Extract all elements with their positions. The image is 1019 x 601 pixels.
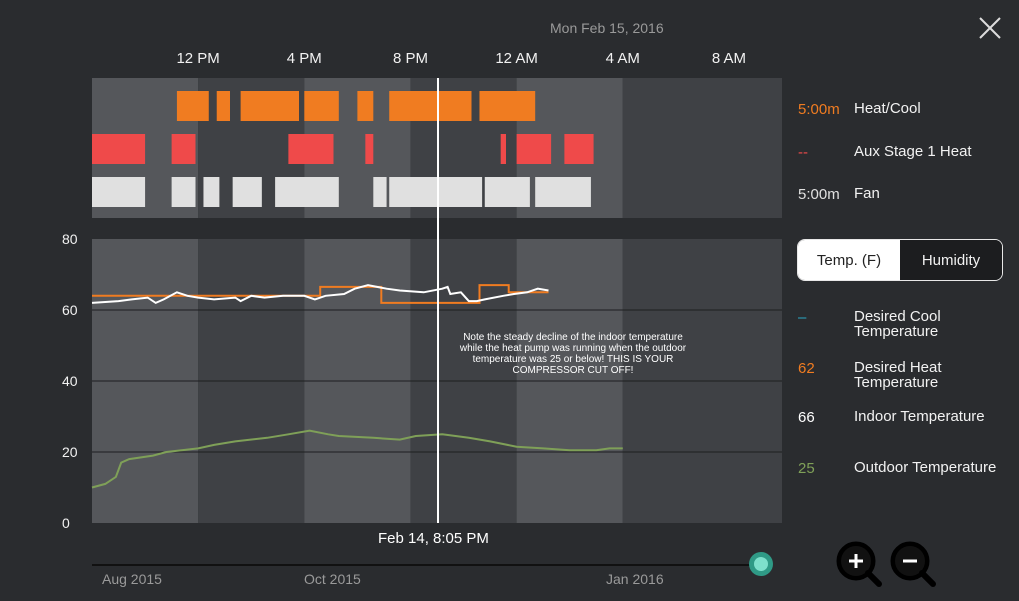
desired-cool-value: –	[798, 309, 807, 326]
desired-heat-label: Desired Heat Temperature	[854, 359, 942, 391]
desired-heat-value: 62	[798, 360, 815, 377]
date-header: Mon Feb 15, 2016	[550, 20, 664, 36]
fan-bar	[535, 177, 591, 207]
time-tick-label: 4 AM	[605, 50, 640, 67]
aux-heat-bar	[516, 134, 552, 164]
time-tick-label: 4 PM	[286, 50, 322, 67]
y-tick-label: 80	[62, 231, 78, 247]
scrubber-month-label: Jan 2016	[606, 571, 664, 587]
aux-heat-bar	[365, 134, 374, 164]
outdoor-value: 25	[798, 460, 815, 477]
fan-bar	[171, 177, 196, 207]
zoom-in-icon[interactable]	[835, 540, 883, 588]
fan-bar	[232, 177, 262, 207]
y-tick-label: 40	[62, 373, 78, 389]
fan-label: Fan	[854, 185, 880, 202]
heat-cool-bar	[176, 91, 209, 121]
aux-heat-runtime: --	[798, 144, 808, 161]
indoor-temperature-line	[91, 284, 549, 305]
desired-heat-line	[92, 284, 549, 304]
heat-cool-label: Heat/Cool	[854, 100, 921, 117]
close-icon[interactable]	[976, 14, 1004, 42]
heat-cool-runtime: 5:00m	[798, 101, 840, 118]
scrubber-month-label: Aug 2015	[102, 571, 162, 587]
chart-mode-toggle: Temp. (F) Humidity	[797, 239, 1003, 281]
y-tick-label: 20	[62, 444, 78, 460]
y-tick-label: 0	[62, 515, 70, 531]
time-tick-label: 8 PM	[392, 50, 428, 67]
aux-heat-label: Aux Stage 1 Heat	[854, 143, 972, 160]
indoor-value: 66	[798, 409, 815, 426]
heat-cool-bar	[479, 91, 536, 121]
heat-cool-bar	[389, 91, 472, 121]
fan-bar	[275, 177, 339, 207]
outdoor-label: Outdoor Temperature	[854, 459, 997, 476]
time-tick-label: 12 AM	[495, 50, 538, 67]
aux-heat-bar	[500, 134, 506, 164]
aux-heat-bar	[564, 134, 594, 164]
heat-cool-bar	[304, 91, 339, 121]
aux-heat-bar	[288, 134, 334, 164]
hover-time-label: Feb 14, 8:05 PM	[378, 530, 489, 547]
fan-bar	[203, 177, 220, 207]
chart-annotation: Note the steady decline of the indoor te…	[459, 332, 687, 376]
fan-bar	[389, 177, 483, 207]
time-axis: 12 PM 4 PM 8 PM 12 AM 4 AM 8 AM	[0, 50, 1019, 68]
aux-heat-bar	[92, 134, 146, 164]
fan-bar	[373, 177, 387, 207]
heat-cool-bar	[357, 91, 374, 121]
aux-heat-bar	[171, 134, 196, 164]
time-tick-label: 8 AM	[711, 50, 747, 67]
fan-bar	[484, 177, 530, 207]
temp-tab[interactable]: Temp. (F)	[798, 240, 900, 280]
time-tick-label: 12 PM	[176, 50, 220, 67]
outdoor-temperature-line	[91, 429, 623, 489]
humidity-tab[interactable]: Humidity	[900, 240, 1002, 280]
time-band	[622, 78, 782, 218]
heat-cool-bar	[216, 91, 230, 121]
indoor-label: Indoor Temperature	[854, 408, 985, 425]
desired-cool-label: Desired Cool Temperature	[854, 308, 941, 340]
scrubber-month-label: Oct 2015	[304, 571, 361, 587]
zoom-out-icon[interactable]	[889, 540, 937, 588]
heat-cool-bar	[240, 91, 299, 121]
scrubber-handle[interactable]	[749, 552, 773, 576]
fan-runtime: 5:00m	[798, 186, 840, 203]
fan-bar	[92, 177, 146, 207]
y-tick-label: 60	[62, 302, 78, 318]
